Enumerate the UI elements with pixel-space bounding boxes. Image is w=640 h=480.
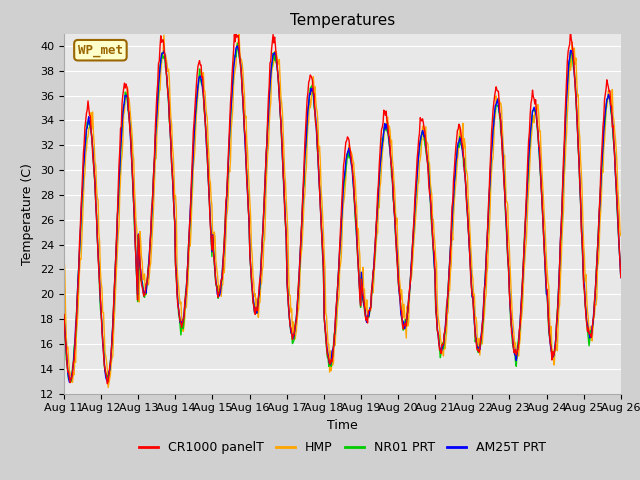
HMP (235, 29, 243, 35)
AM25T PRT (60, 315, 68, 321)
AM25T PRT (234, 43, 241, 49)
CR1000 panelT (428, 204, 435, 210)
NR01 PRT (128, 169, 136, 175)
NR01 PRT (617, 274, 625, 280)
Y-axis label: Temperature (C): Temperature (C) (22, 163, 35, 264)
HMP (412, 215, 419, 221)
Line: NR01 PRT: NR01 PRT (64, 43, 621, 381)
CR1000 panelT (104, 381, 111, 387)
AM25T PRT (65, 380, 73, 385)
Line: CR1000 panelT: CR1000 panelT (64, 31, 621, 384)
NR01 PRT (60, 312, 68, 318)
CR1000 panelT (128, 168, 136, 174)
AM25T PRT (617, 275, 625, 280)
AM25T PRT (128, 167, 136, 172)
CR1000 panelT (566, 28, 574, 34)
X-axis label: Time: Time (327, 419, 358, 432)
HMP (185, 261, 193, 267)
AM25T PRT (428, 220, 436, 226)
NR01 PRT (412, 195, 419, 201)
Line: HMP: HMP (64, 32, 621, 387)
HMP (128, 132, 136, 138)
HMP (617, 233, 625, 239)
HMP (60, 254, 68, 260)
Title: Temperatures: Temperatures (290, 13, 395, 28)
Legend: CR1000 panelT, HMP, NR01 PRT, AM25T PRT: CR1000 panelT, HMP, NR01 PRT, AM25T PRT (134, 436, 551, 459)
AM25T PRT (185, 241, 193, 247)
CR1000 panelT (214, 294, 222, 300)
NR01 PRT (234, 40, 241, 46)
CR1000 panelT (185, 240, 193, 246)
Text: WP_met: WP_met (78, 44, 123, 57)
HMP (104, 384, 112, 390)
NR01 PRT (71, 339, 79, 345)
HMP (428, 193, 436, 199)
CR1000 panelT (60, 312, 68, 317)
NR01 PRT (214, 295, 222, 301)
CR1000 panelT (70, 357, 78, 363)
NR01 PRT (67, 378, 75, 384)
NR01 PRT (185, 240, 193, 245)
HMP (70, 372, 78, 378)
AM25T PRT (71, 341, 79, 347)
AM25T PRT (412, 192, 419, 198)
CR1000 panelT (411, 196, 419, 202)
NR01 PRT (428, 225, 436, 231)
CR1000 panelT (617, 275, 625, 280)
HMP (214, 280, 222, 286)
Line: AM25T PRT: AM25T PRT (64, 46, 621, 383)
AM25T PRT (214, 290, 222, 296)
